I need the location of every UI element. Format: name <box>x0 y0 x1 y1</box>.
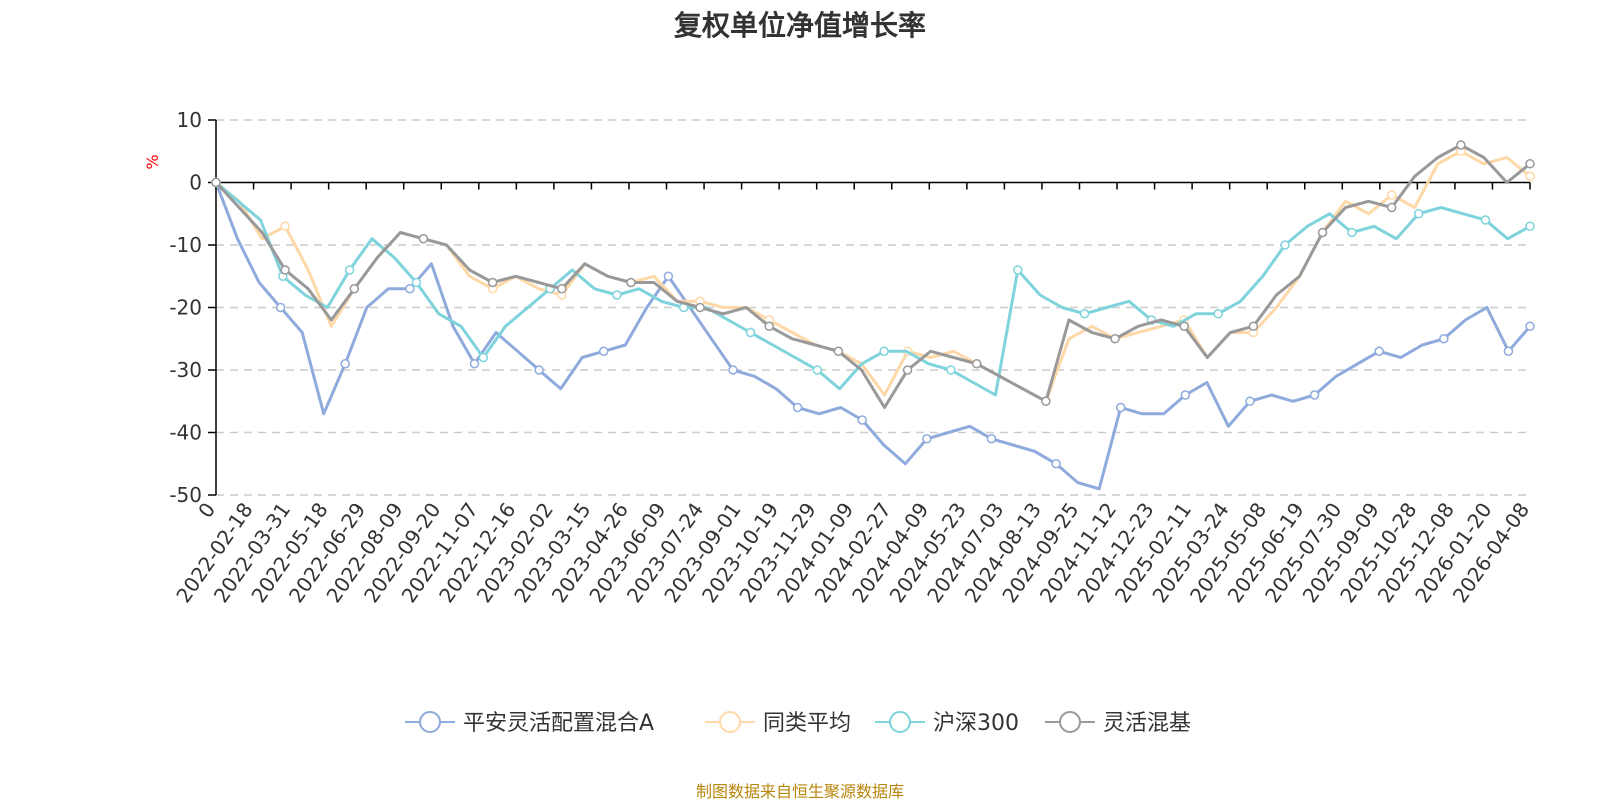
data-point <box>946 365 956 375</box>
data-point <box>469 359 480 369</box>
data-point <box>1079 309 1090 319</box>
data-point <box>728 365 738 375</box>
data-point <box>1213 309 1223 319</box>
data-point <box>695 302 705 313</box>
series-line <box>215 149 1531 403</box>
data-point <box>1386 190 1397 200</box>
data-point <box>971 359 982 369</box>
y-tick-label: 0 <box>189 171 202 195</box>
data-point <box>1110 334 1120 344</box>
data-point <box>745 327 756 338</box>
data-point <box>275 302 286 313</box>
data-point <box>1013 265 1023 275</box>
data-point <box>1503 346 1514 356</box>
grid-layer <box>216 119 1530 496</box>
data-point <box>478 352 489 363</box>
chart-title: 复权单位净值增长率 <box>673 9 926 42</box>
data-point <box>1115 402 1126 413</box>
legend-marker <box>419 711 441 733</box>
data-point <box>1248 321 1259 331</box>
y-tick-label: -40 <box>169 421 202 445</box>
data-point <box>812 365 823 375</box>
series-1 <box>211 177 1535 491</box>
legend-label: 灵活混基 <box>1103 711 1191 736</box>
data-point <box>879 346 889 356</box>
data-point <box>1480 215 1491 225</box>
data-point <box>1180 390 1191 400</box>
data-point <box>557 284 567 294</box>
legend-marker <box>889 711 911 733</box>
data-point <box>280 265 290 275</box>
data-point <box>1041 396 1051 406</box>
data-point <box>1525 171 1535 181</box>
data-point <box>349 284 360 294</box>
y-axis-unit: % <box>143 154 162 169</box>
y-tick-label: 10 <box>177 108 202 132</box>
data-point <box>405 284 415 294</box>
y-tick-label: -50 <box>169 483 202 507</box>
data-point <box>1280 240 1290 250</box>
data-point <box>411 277 422 288</box>
data-point <box>1051 459 1061 469</box>
data-point <box>1347 227 1357 238</box>
data-point <box>833 346 844 356</box>
data-point <box>211 177 221 188</box>
data-point <box>340 359 350 369</box>
legend-item-3[interactable]: 沪深300 <box>875 711 1019 736</box>
data-point <box>857 415 867 425</box>
series-layer <box>211 140 1535 491</box>
y-tick-label: -30 <box>169 358 202 382</box>
data-point <box>1525 321 1535 331</box>
data-point <box>1374 346 1384 356</box>
series-4 <box>211 140 1535 409</box>
data-point <box>663 271 674 281</box>
series-line <box>215 181 1531 397</box>
data-point <box>1413 209 1424 219</box>
data-point <box>922 434 932 444</box>
series-line <box>214 181 1532 491</box>
series-line <box>214 143 1531 409</box>
data-point <box>1386 202 1397 213</box>
data-point <box>1456 140 1466 150</box>
data-point <box>986 434 997 444</box>
data-point <box>534 365 544 375</box>
line-chart: 100-10-20-30-40-50%02022-02-182022-03-31… <box>143 108 1535 736</box>
legend[interactable]: 平安灵活配置混合A 同类平均 沪深300 灵活混基 <box>405 711 1191 736</box>
x-tick-label: 0 <box>193 498 220 522</box>
data-point <box>598 346 609 356</box>
data-point <box>764 321 775 331</box>
data-point <box>792 402 803 413</box>
axis-layer: 100-10-20-30-40-50%02022-02-182022-03-31… <box>143 108 1534 607</box>
y-tick-label: -10 <box>169 233 202 257</box>
legend-marker <box>1059 711 1081 733</box>
data-point <box>1179 321 1189 331</box>
legend-label: 同类平均 <box>763 711 851 736</box>
data-point <box>487 277 498 288</box>
data-point <box>626 277 636 288</box>
data-point <box>902 365 913 375</box>
data-point <box>1317 227 1328 238</box>
legend-label: 沪深300 <box>933 711 1019 736</box>
legend-item-4[interactable]: 灵活混基 <box>1045 711 1191 736</box>
data-point <box>612 290 622 300</box>
data-point <box>418 234 429 244</box>
y-tick-label: -20 <box>169 296 202 320</box>
legend-item-1[interactable]: 平安灵活配置混合A <box>405 711 654 736</box>
legend-marker <box>719 711 741 733</box>
data-point <box>1309 390 1320 400</box>
data-point <box>1525 159 1535 169</box>
data-point <box>1439 334 1449 344</box>
data-point <box>1525 221 1535 231</box>
legend-item-2[interactable]: 同类平均 <box>705 711 851 736</box>
data-point <box>1245 396 1255 406</box>
data-point <box>280 221 290 231</box>
data-point <box>344 265 355 275</box>
legend-label: 平安灵活配置混合A <box>463 711 654 736</box>
source-note: 制图数据来自恒生聚源数据库 <box>695 782 904 800</box>
